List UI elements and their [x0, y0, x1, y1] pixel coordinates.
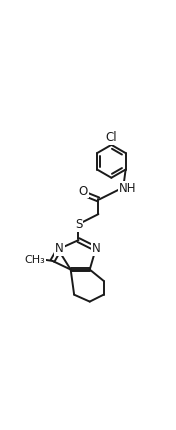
Text: CH₃: CH₃: [25, 255, 46, 264]
Text: S: S: [75, 218, 82, 231]
Text: N: N: [91, 242, 100, 255]
Text: NH: NH: [119, 181, 137, 195]
Text: Cl: Cl: [106, 132, 117, 144]
Text: N: N: [55, 242, 64, 255]
Text: O: O: [79, 184, 88, 198]
